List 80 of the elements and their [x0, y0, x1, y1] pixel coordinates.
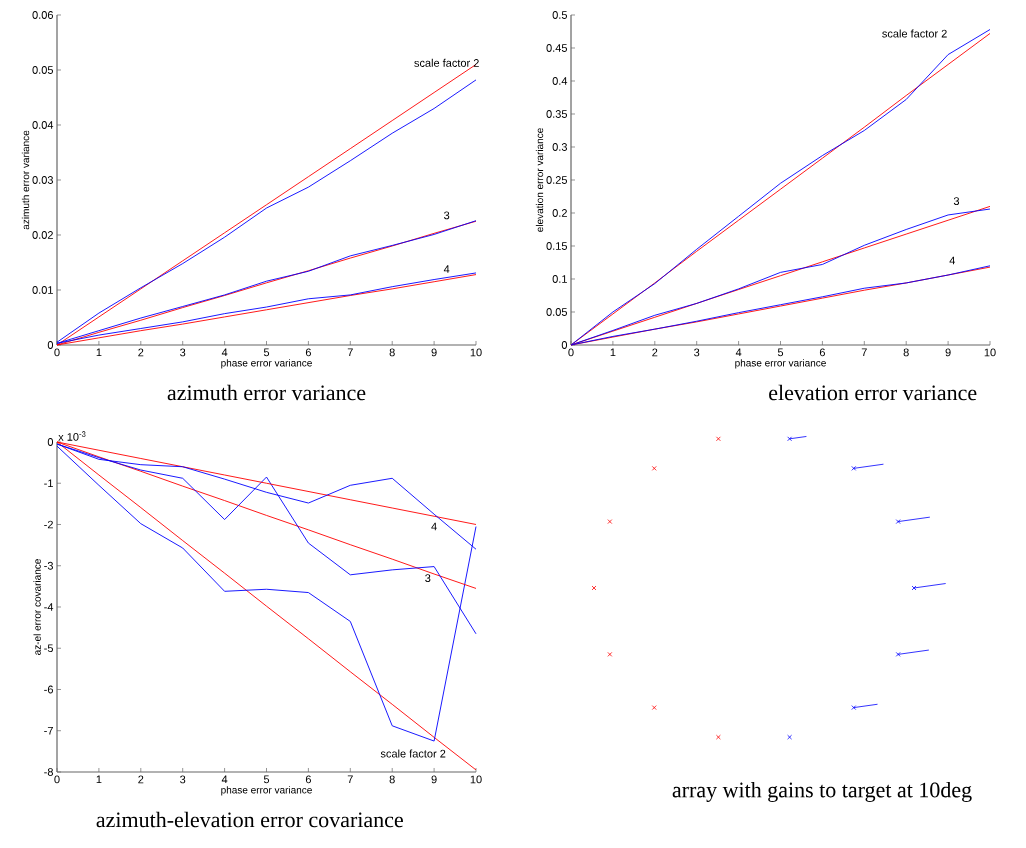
text: elevation error variance [769, 384, 977, 401]
annotation: 4 [431, 522, 437, 531]
y-tick-label: 0.45 [546, 44, 567, 52]
x-axis-title: phase error variance [221, 359, 312, 369]
y-tick-label: -7 [44, 726, 53, 735]
annotation: scale factor 2 [414, 58, 479, 67]
x-tick-label: 3 [180, 775, 186, 784]
y-tick-label: 0.35 [546, 110, 567, 118]
x-tick-label: 7 [861, 348, 867, 357]
x-tick-label: 1 [96, 348, 102, 357]
y-tick-label: 0.3 [552, 143, 567, 151]
text: azimuth error variance [167, 384, 366, 401]
text: array with gains to target at 10deg [672, 781, 972, 802]
x-tick-label: 10 [470, 348, 482, 357]
x-tick-label: 0 [568, 348, 574, 357]
x-tick-label: 3 [180, 348, 186, 357]
x-tick-label: 8 [389, 348, 395, 357]
y-axis-title: elevation error variance [535, 128, 544, 232]
x-tick-label: 6 [305, 775, 311, 784]
x-tick-label: 5 [263, 348, 270, 357]
x-tick-label: 6 [305, 348, 311, 357]
x-tick-label: 5 [263, 775, 270, 784]
x-tick-label: 5 [777, 348, 784, 357]
text: x 10$^{-3}$ [58, 431, 86, 441]
x-axis-title: phase error variance [221, 786, 312, 796]
x-tick-label: 0 [54, 348, 60, 357]
y-tick-label: -5 [44, 644, 53, 653]
y-tick-label: 0.04 [32, 121, 54, 129]
x-tick-label: 9 [431, 775, 437, 784]
y-tick-label: 0.02 [32, 231, 53, 239]
y-tick-label: -6 [44, 685, 53, 694]
x-tick-label: 7 [347, 348, 353, 357]
y-tick-label: 0.05 [32, 66, 53, 74]
annotation: 3 [425, 574, 431, 583]
y-axis-title: azimuth error variance [21, 130, 30, 230]
y-tick-label: -1 [44, 479, 53, 488]
x-axis-title: phase error variance [735, 359, 826, 369]
y-tick-label: 0.25 [546, 176, 567, 184]
x-tick-label: 8 [389, 775, 395, 784]
y-tick-label: 0.15 [546, 242, 567, 250]
y-tick-label: -2 [44, 520, 53, 529]
y-tick-label: 0.1 [552, 275, 567, 283]
x-tick-label: 9 [431, 348, 437, 357]
annotation: scale factor 2 [380, 749, 446, 758]
x-tick-label: 4 [221, 775, 228, 784]
y-tick-label: 0.2 [552, 209, 567, 217]
y-tick-label: -4 [44, 603, 54, 611]
annotation: 4 [443, 265, 450, 273]
x-tick-label: 2 [138, 348, 144, 357]
x-tick-label: 1 [96, 775, 102, 784]
annotation: scale factor 2 [882, 29, 947, 38]
x-tick-label: 6 [819, 348, 825, 357]
y-axis-title: az-el error covariance [33, 559, 41, 655]
x-tick-label: 2 [652, 348, 658, 357]
y-tick-label: 0.5 [552, 11, 567, 19]
x-tick-label: 4 [735, 348, 742, 357]
x-tick-label: 2 [138, 775, 144, 784]
x-tick-label: 10 [470, 775, 482, 784]
y-tick-label: 0 [47, 438, 54, 446]
y-tick-label: 0.06 [32, 11, 53, 19]
y-tick-label: -8 [44, 768, 53, 776]
y-tick-label: 0.03 [32, 176, 53, 184]
x-tick-label: 3 [694, 348, 700, 357]
x-tick-label: 0 [54, 775, 60, 784]
x-tick-label: 10 [984, 348, 996, 357]
y-tick-label: 0 [47, 341, 54, 349]
x-tick-label: 4 [221, 348, 228, 357]
x-tick-label: 7 [347, 775, 353, 784]
x-tick-label: 1 [610, 348, 616, 357]
x-tick-label: 8 [903, 348, 909, 357]
annotation: 3 [953, 197, 960, 205]
y-tick-label: 0.05 [546, 308, 567, 316]
text: azimuth-elevation error covariance [96, 811, 403, 828]
annotation: 3 [444, 211, 450, 220]
y-tick-label: 0.4 [552, 77, 568, 85]
annotation: 4 [949, 256, 956, 265]
x-tick-label: 9 [945, 348, 951, 357]
y-tick-label: -3 [44, 561, 53, 570]
y-tick-label: 0.01 [32, 286, 53, 294]
y-tick-label: 0 [561, 341, 568, 349]
